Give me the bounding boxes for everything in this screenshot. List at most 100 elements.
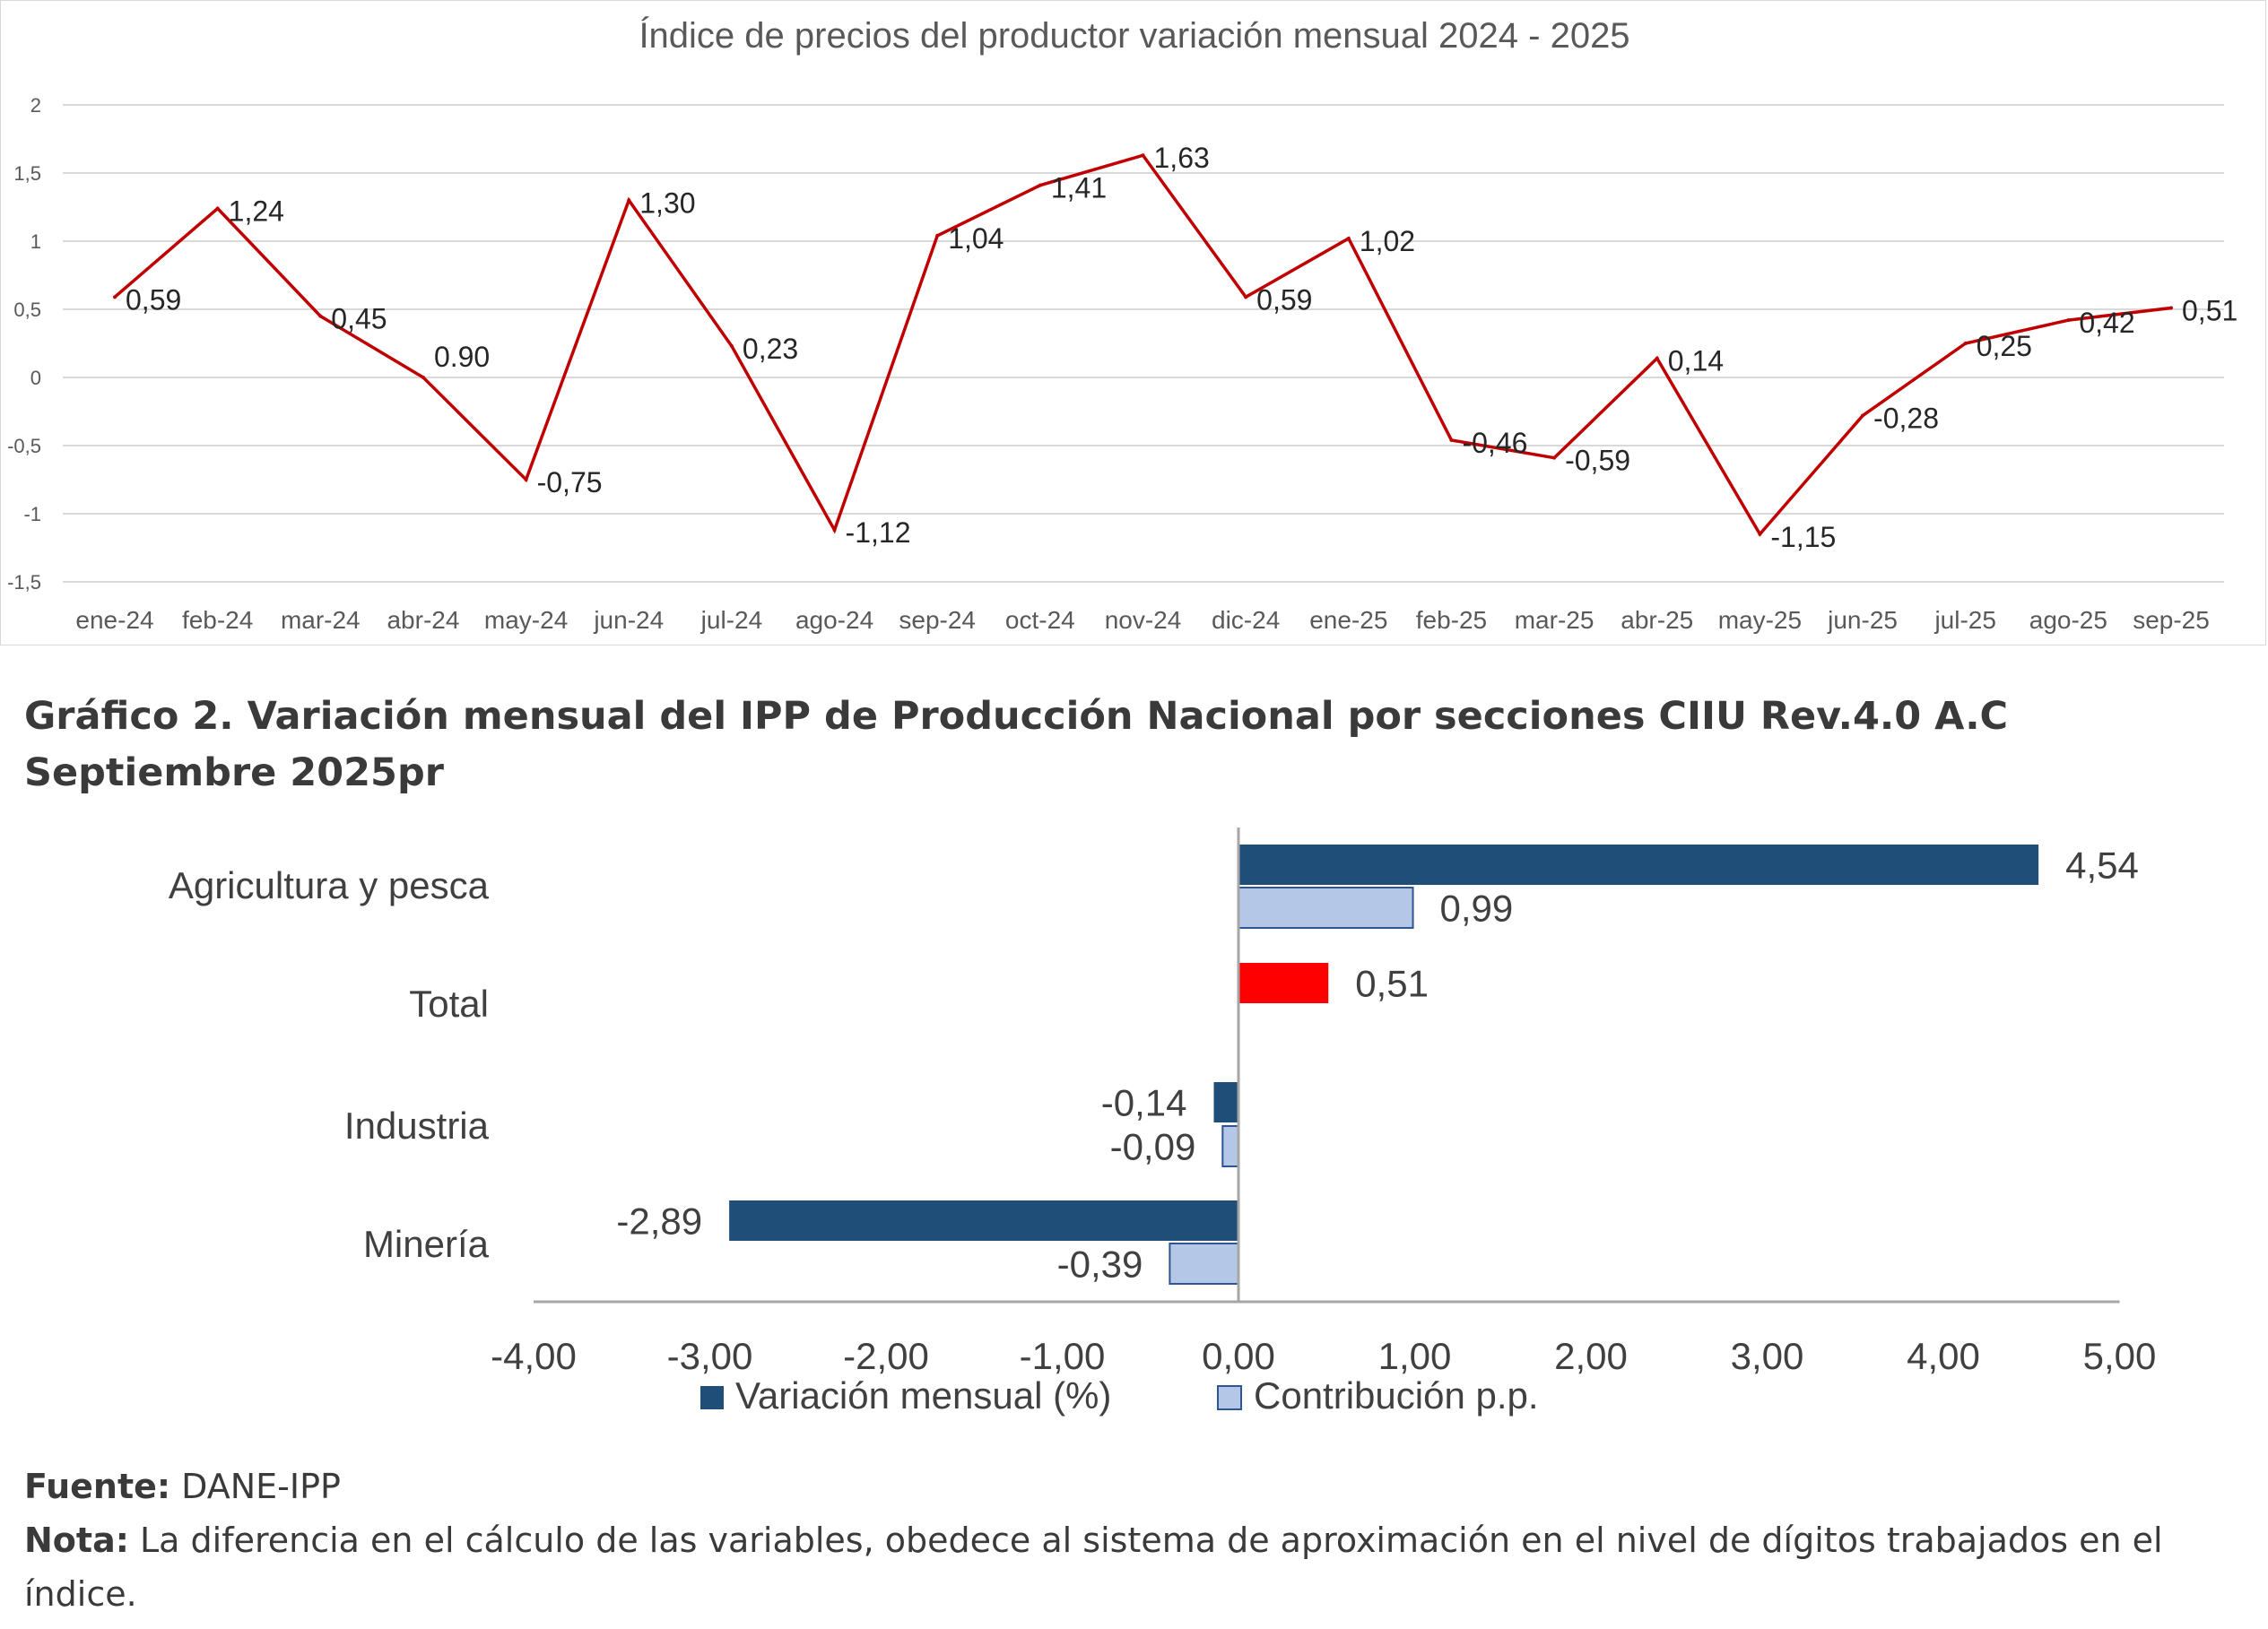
data-label: -0,39 xyxy=(1057,1243,1143,1286)
series-line xyxy=(113,153,2172,537)
y-tick-label: -1,5 xyxy=(7,571,41,594)
data-point xyxy=(1346,236,1351,240)
data-point xyxy=(1655,356,1659,360)
data-label: 0,23 xyxy=(743,333,798,365)
data-point xyxy=(1038,183,1042,187)
data-label: 1,04 xyxy=(948,222,1004,255)
data-point xyxy=(318,314,323,318)
bar-chart: -4,00 -3,00 -2,00 -1,00 0,00 1,00 2,00 3,00 4,00… xyxy=(169,827,2157,1417)
line-chart-panel: Índice de precios del productor variació… xyxy=(0,0,2266,646)
x-tick-label: mar-25 xyxy=(1515,606,1595,634)
data-point xyxy=(1861,413,1865,418)
y-tick-label: -0,5 xyxy=(7,435,41,457)
bar-chart-title: Gráfico 2. Variación mensual del IPP de … xyxy=(24,689,2248,802)
data-point xyxy=(524,478,528,481)
data-label: 0,42 xyxy=(2079,307,2134,339)
note-label: Nota: xyxy=(24,1521,129,1560)
x-tick-label: 2,00 xyxy=(1554,1335,1628,1377)
data-label: 0,51 xyxy=(2182,294,2238,326)
data-point xyxy=(421,376,425,379)
data-point xyxy=(1963,342,1968,345)
x-tick-label: -1,00 xyxy=(1020,1335,1106,1377)
x-tick-label: 0,00 xyxy=(1202,1335,1275,1377)
line-chart-title: Índice de precios del productor variació… xyxy=(639,15,1629,56)
data-label: 0,59 xyxy=(1256,283,1312,316)
y-tick-label: 0 xyxy=(30,367,41,389)
data-label: 0,25 xyxy=(1977,330,2032,362)
data-label: -1,15 xyxy=(1770,521,1836,553)
bar-variacion xyxy=(1238,963,1329,1003)
data-point xyxy=(215,206,220,211)
data-label: -1,12 xyxy=(846,516,911,549)
x-tick-label: jun-25 xyxy=(1827,606,1898,634)
data-point xyxy=(1449,438,1454,442)
x-tick-label: 3,00 xyxy=(1731,1335,1804,1377)
note-text: La diferencia en el cálculo de las varia… xyxy=(24,1521,2163,1614)
x-tick-label: jul-25 xyxy=(1933,606,1995,634)
x-tick-label: -3,00 xyxy=(667,1335,753,1377)
data-point xyxy=(1141,153,1145,158)
data-label: 1,02 xyxy=(1360,225,1415,257)
data-point xyxy=(832,528,837,533)
legend-label-contribucion: Contribución p.p. xyxy=(1254,1374,1539,1417)
data-point xyxy=(1244,295,1248,299)
x-tick-label: dic-24 xyxy=(1212,606,1280,634)
data-label: -0,28 xyxy=(1873,403,1939,435)
source-note: Fuente: DANE-IPP xyxy=(24,1460,2248,1513)
data-point xyxy=(113,295,117,299)
category-label: Industria xyxy=(344,1105,490,1147)
x-tick-label: 4,00 xyxy=(1907,1335,1980,1377)
x-tick-label: 1,00 xyxy=(1378,1335,1452,1377)
y-tick-label: -1 xyxy=(23,503,41,525)
x-tick-label: -2,00 xyxy=(843,1335,929,1377)
data-label: 0,14 xyxy=(1668,345,1724,377)
data-label: 1,41 xyxy=(1051,172,1107,204)
bar-variacion xyxy=(1213,1082,1238,1122)
legend-swatch-variacion xyxy=(700,1386,724,1409)
data-point xyxy=(1758,532,1762,536)
x-tick-label: abr-25 xyxy=(1621,606,1693,634)
x-tick-label: oct-24 xyxy=(1005,606,1075,634)
data-label: 0,99 xyxy=(1440,888,1514,930)
legend-swatch-contribucion xyxy=(1217,1385,1242,1410)
data-label: 1,30 xyxy=(639,186,695,219)
x-tick-label: nov-24 xyxy=(1105,606,1182,634)
data-point xyxy=(1552,455,1557,460)
x-tick-label: ago-24 xyxy=(795,606,873,634)
bar-chart-title-line-1: Gráfico 2. Variación mensual del IPP de … xyxy=(24,694,2009,739)
x-tick-label: abr-24 xyxy=(387,606,459,634)
y-tick-label: 1 xyxy=(30,230,41,253)
bar-contribucion xyxy=(1221,1125,1239,1167)
bar-chart-title-line-2: Septiembre 2025pr xyxy=(24,750,444,795)
category-label: Minería xyxy=(363,1223,490,1265)
x-tick-label: mar-24 xyxy=(281,606,361,634)
data-point xyxy=(935,233,940,238)
data-label: 0,45 xyxy=(331,303,387,335)
x-tick-label: may-24 xyxy=(484,606,568,634)
bar-contribucion xyxy=(1238,887,1414,929)
line-chart: Índice de precios del productor variació… xyxy=(7,15,2238,634)
category-label: Agricultura y pesca xyxy=(169,864,490,906)
bar-variacion xyxy=(1238,845,2039,885)
data-label: 0,59 xyxy=(126,283,181,316)
source-label: Fuente: xyxy=(24,1467,171,1506)
data-point xyxy=(2169,306,2173,310)
bar-contribucion xyxy=(1169,1243,1239,1285)
data-point xyxy=(627,198,631,203)
y-tick-label: 2 xyxy=(30,94,41,117)
data-label: 1,24 xyxy=(229,195,284,228)
category-label: Total xyxy=(409,983,489,1025)
data-label: 0.90 xyxy=(434,341,490,373)
x-tick-label: -4,00 xyxy=(491,1335,577,1377)
x-tick-label: ago-25 xyxy=(2029,606,2107,634)
data-label: -0,59 xyxy=(1565,445,1630,477)
x-tick-label: feb-25 xyxy=(1416,606,1487,634)
x-tick-label: may-25 xyxy=(1718,606,1802,634)
y-tick-label: 1,5 xyxy=(13,162,41,185)
x-tick-label: sep-24 xyxy=(899,606,976,634)
x-tick-label: sep-25 xyxy=(2133,606,2210,634)
data-label: -2,89 xyxy=(616,1200,702,1243)
data-label: -0,09 xyxy=(1110,1126,1196,1168)
bar-variacion xyxy=(729,1200,1238,1241)
x-tick-label: 5,00 xyxy=(2083,1335,2157,1377)
